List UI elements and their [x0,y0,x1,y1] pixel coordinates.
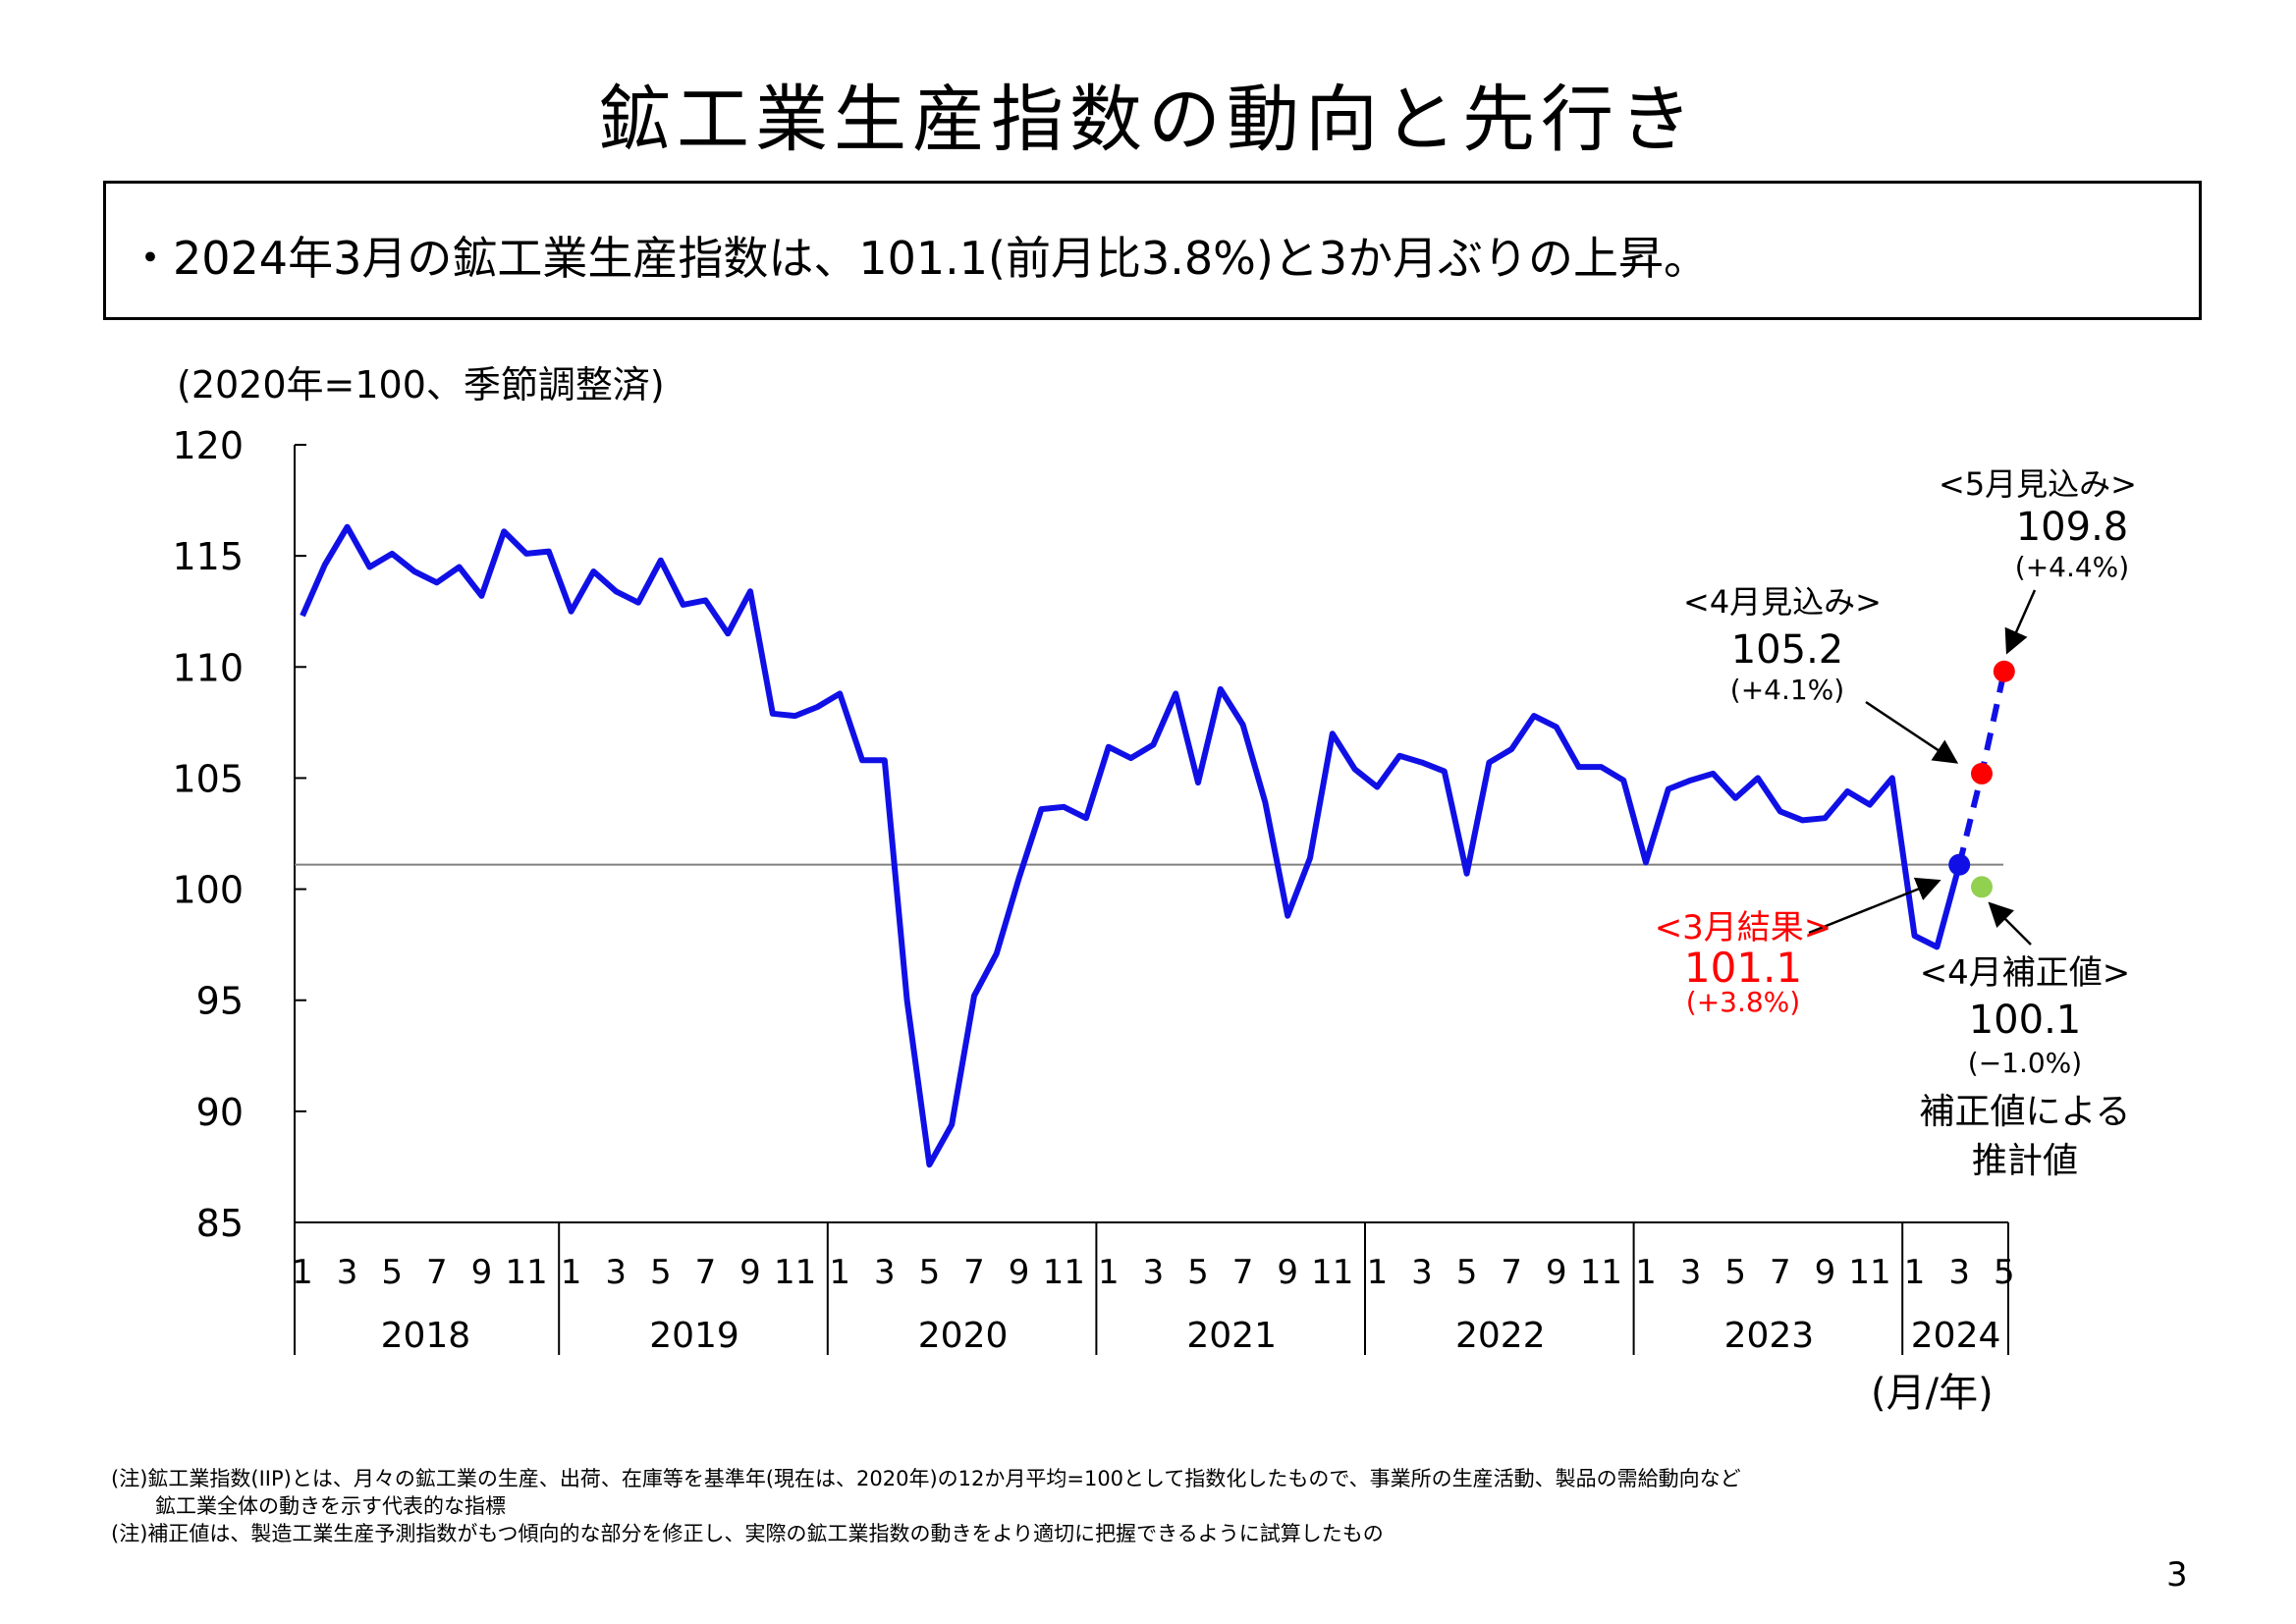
annotation-march-change: (+3.8%) [1686,986,1800,1018]
x-tick-label: 5 [1187,1253,1209,1292]
x-tick-label: 1 [1635,1253,1657,1292]
year-label: 2020 [918,1316,1009,1356]
annotation-corrected-value: 100.1 [1969,998,2082,1043]
annotation-april-value: 105.2 [1731,627,1844,673]
x-tick-label: 3 [1948,1253,1970,1292]
chart-marks [295,523,2037,1168]
y-tick-label: 120 [172,424,244,467]
x-tick-label: 3 [874,1253,896,1292]
x-axis-unit-label: (月/年) [1871,1371,1994,1416]
x-tick-label: 7 [695,1253,717,1292]
forecast-point-april [1971,762,1993,785]
y-tick-label: 95 [196,980,244,1023]
annotation-may-header: <5月見込み> [1939,465,2137,503]
x-tick-label: 9 [1546,1253,1567,1292]
x-tick-label: 9 [1815,1253,1836,1292]
year-label: 2022 [1455,1316,1546,1356]
x-tick-label: 7 [426,1253,448,1292]
x-tick-label: 5 [381,1253,403,1292]
year-label: 2023 [1724,1316,1815,1356]
footnote-1: (注)鉱工業指数(IIP)とは、月々の鉱工業の生産、出荷、在庫等を基準年(現在は… [111,1467,1741,1490]
x-tick-label: 7 [1501,1253,1522,1292]
x-tick-label: 3 [605,1253,627,1292]
footnote-1-cont: 鉱工業全体の動きを示す代表的な指標 [155,1494,506,1518]
x-tick-label: 1 [1098,1253,1120,1292]
x-tick-label: 9 [1009,1253,1030,1292]
summary-text: ・2024年3月の鉱工業生産指数は、101.1(前月比3.8%)と3か月ぶりの上… [128,232,1710,285]
annotation-march-value: 101.1 [1684,944,1802,992]
x-tick-label: 11 [774,1253,816,1292]
annotation-corrected-header: <4月補正値> [1920,953,2131,993]
corrected-point-april [1971,876,1993,898]
x-tick-label: 11 [505,1253,547,1292]
arrow-corrected [1988,901,2032,946]
x-tick-label: 9 [739,1253,761,1292]
annotation-may-value: 109.8 [2016,505,2129,550]
page-title: 鉱工業生産指数の動向と先行き [598,78,1698,162]
y-unit-label: (2020年=100、季節調整済) [177,363,665,406]
arrow-april [1865,700,1959,764]
x-tick-label: 3 [1143,1253,1165,1292]
x-tick-label: 3 [1411,1253,1433,1292]
y-tick-label: 110 [172,646,244,689]
year-label: 2024 [1911,1316,2001,1356]
annotation-april-header: <4月見込み> [1683,583,1882,621]
annotation-may-change: (+4.4%) [2015,551,2129,583]
result-point-march [1948,853,1971,876]
x-tick-label: 7 [963,1253,985,1292]
page-number: 3 [2166,1555,2188,1595]
arrow-may [2004,589,2037,655]
footnote-2: (注)補正値は、製造工業生産予測指数がもつ傾向的な部分を修正し、実際の鉱工業指数… [111,1522,1384,1545]
y-tick-label: 85 [196,1202,244,1245]
x-tick-label: 11 [1848,1253,1890,1292]
x-tick-label: 7 [1770,1253,1791,1292]
x-tick-label: 1 [292,1253,313,1292]
y-tick-label: 105 [172,757,244,800]
x-tick-label: 9 [1277,1253,1298,1292]
annotation-march-header: <3月結果> [1655,908,1832,947]
arrow-march [1808,877,1941,935]
annotation-corrected-change: (−1.0%) [1968,1047,2082,1079]
x-tick-label: 1 [829,1253,850,1292]
y-tick-label: 100 [172,869,244,912]
x-tick-label: 7 [1232,1253,1254,1292]
annotation-corrected-note2: 推計値 [1972,1141,2078,1181]
year-label: 2019 [649,1316,739,1356]
x-tick-label: 5 [1724,1253,1746,1292]
year-label: 2021 [1186,1316,1277,1356]
x-tick-label: 9 [471,1253,493,1292]
annotation-april-change: (+4.1%) [1730,674,1844,706]
x-tick-label: 11 [1580,1253,1622,1292]
x-tick-label: 1 [561,1253,582,1292]
annotation-corrected-note1: 補正値による [1920,1092,2131,1132]
x-tick-label: 11 [1043,1253,1085,1292]
forecast-point-may [1993,660,2015,682]
x-tick-label: 5 [1994,1253,2015,1292]
y-tick-label: 90 [196,1091,244,1134]
x-tick-label: 5 [919,1253,941,1292]
series-line-iip [300,523,1963,1168]
x-tick-label: 3 [337,1253,358,1292]
x-tick-label: 1 [1904,1253,1926,1292]
x-tick-label: 5 [650,1253,672,1292]
year-label: 2018 [381,1316,471,1356]
x-tick-label: 1 [1367,1253,1389,1292]
x-tick-label: 11 [1311,1253,1353,1292]
x-tick-label: 5 [1456,1253,1478,1292]
summary-box: ・2024年3月の鉱工業生産指数は、101.1(前月比3.8%)と3か月ぶりの上… [103,181,2202,320]
y-tick-label: 115 [172,535,244,578]
x-tick-label: 3 [1680,1253,1702,1292]
chart-axes [294,444,2009,1355]
